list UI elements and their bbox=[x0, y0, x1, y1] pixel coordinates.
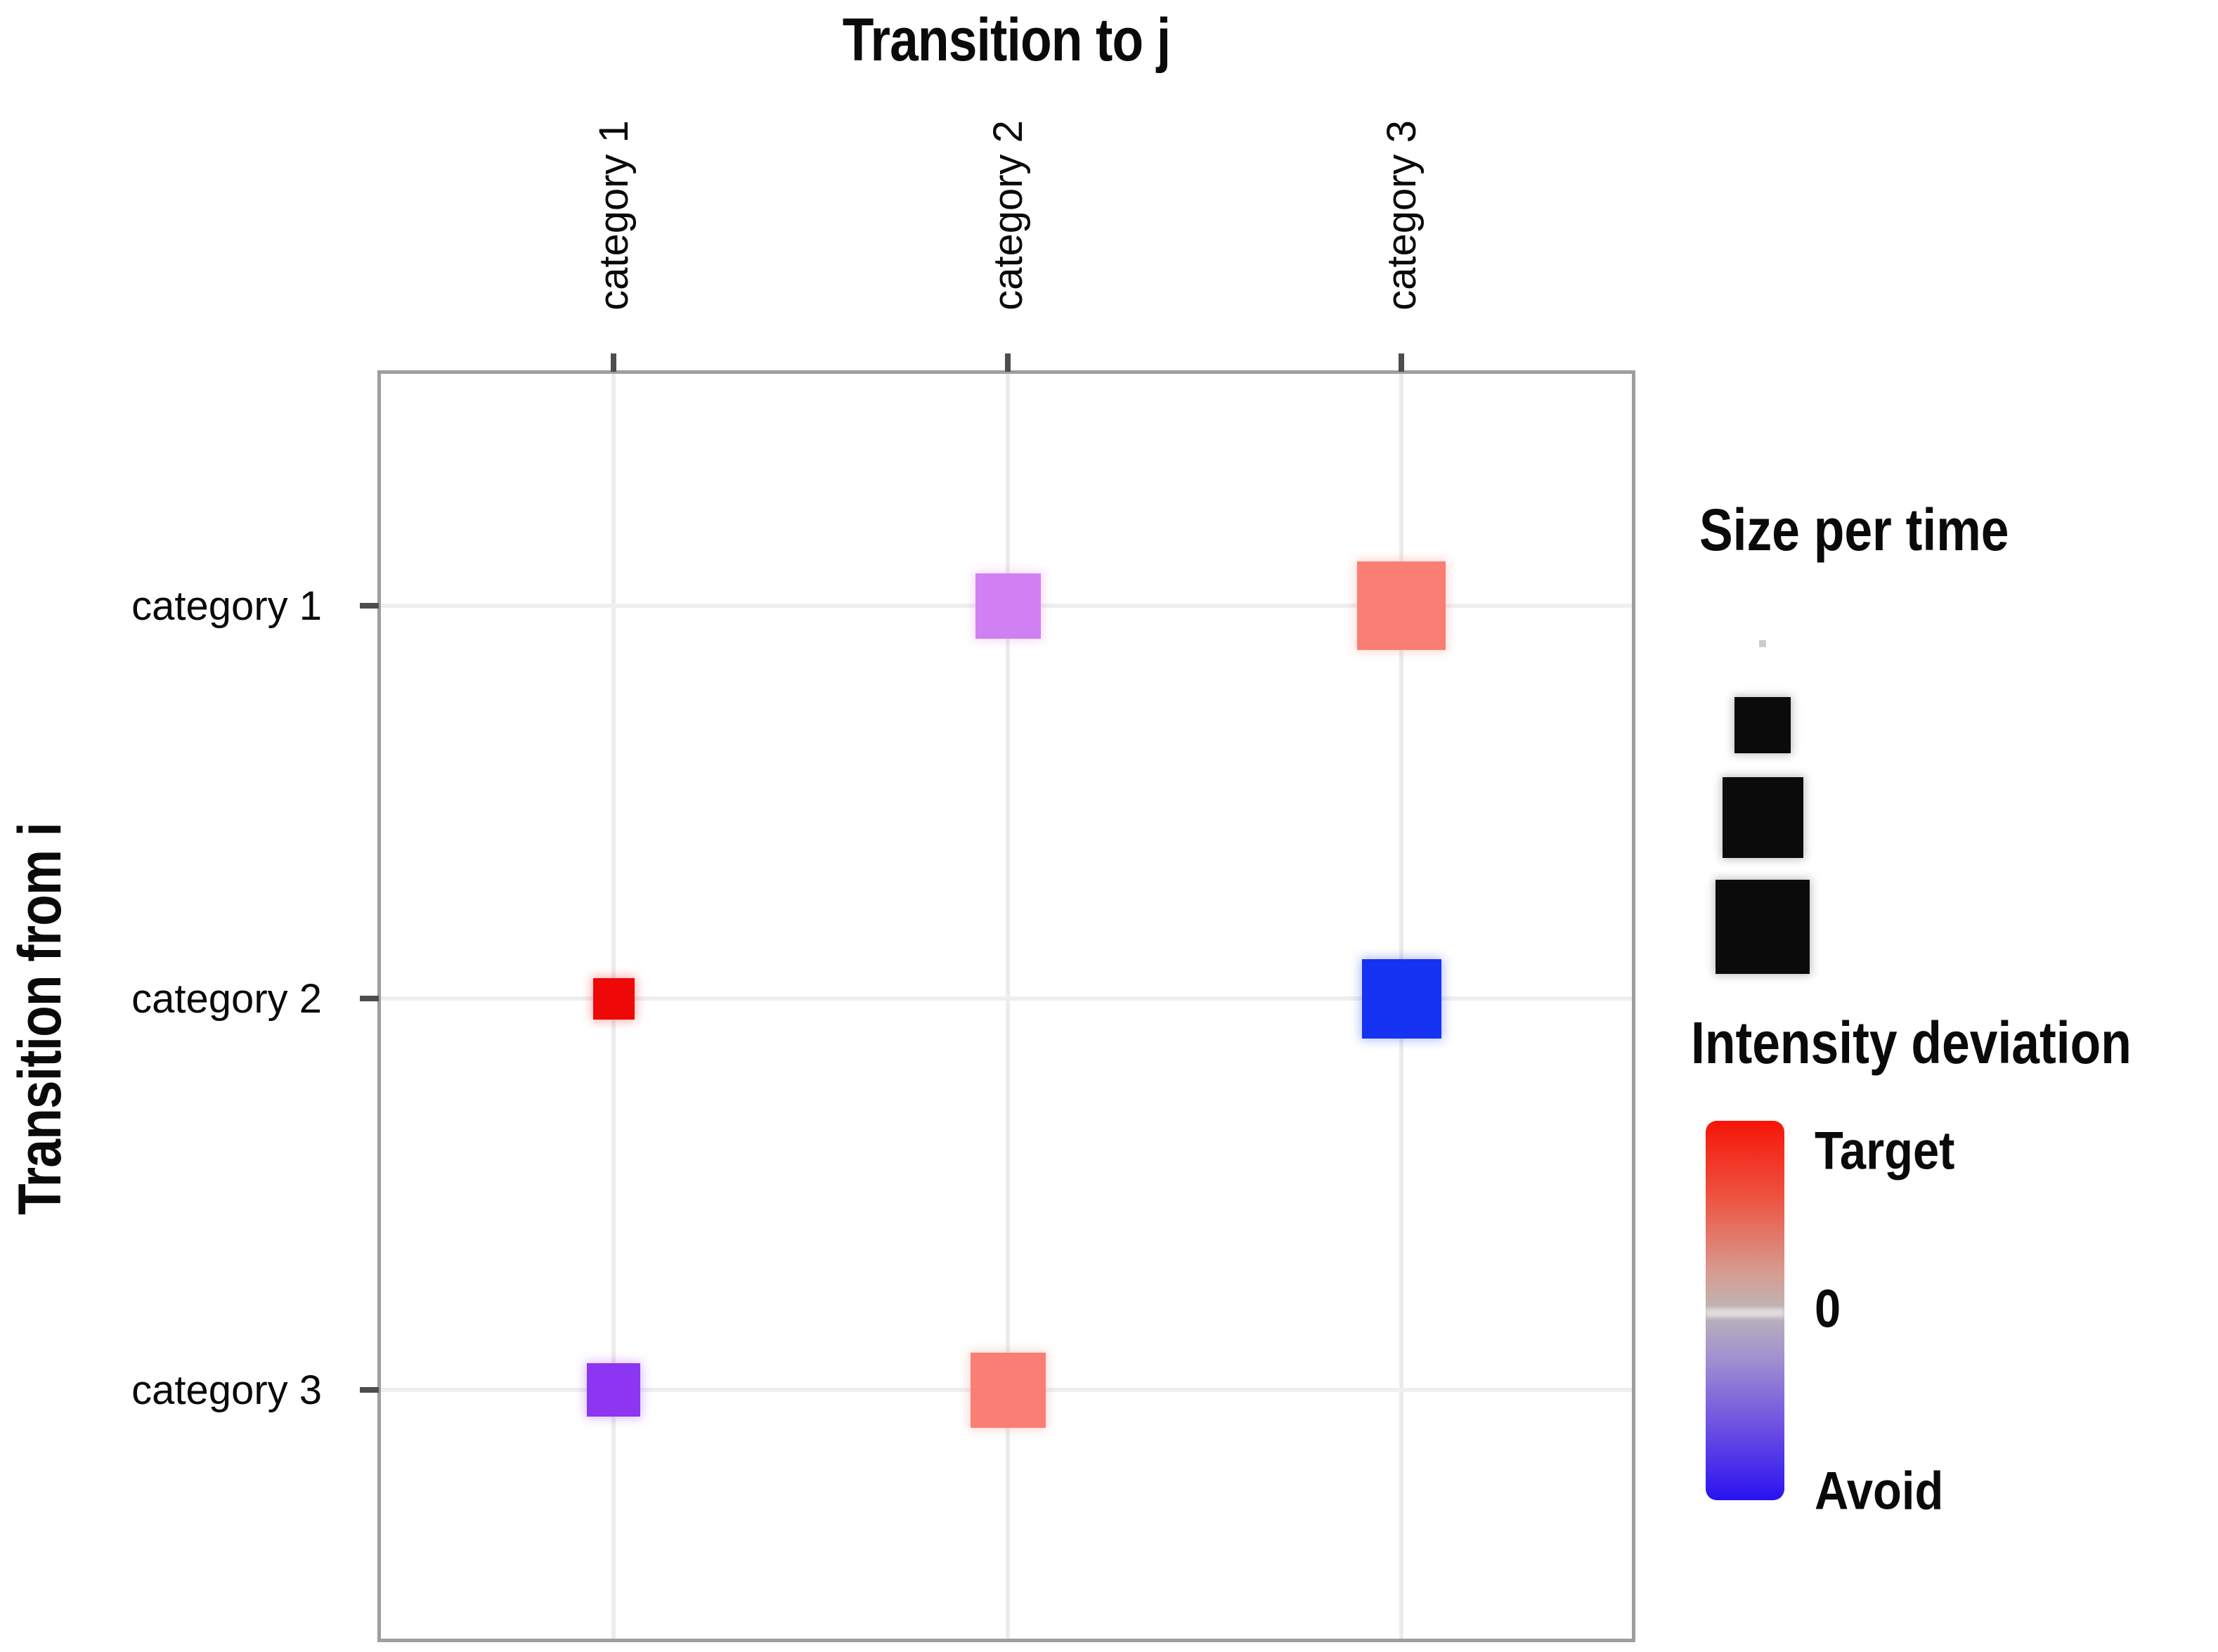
transition-square bbox=[1361, 958, 1441, 1039]
intensity-label-zero: 0 bbox=[1815, 1279, 1841, 1339]
size-legend-square bbox=[1759, 640, 1766, 647]
x-category-label-text: category 2 bbox=[985, 119, 1031, 311]
x-category-label: category 1 bbox=[459, 99, 768, 331]
plot-area bbox=[377, 370, 1635, 1642]
x-tick bbox=[1399, 353, 1404, 372]
size-legend-title: Size per time bbox=[1699, 497, 2009, 563]
y-category-label: category 3 bbox=[131, 1367, 322, 1413]
x-category-label: category 2 bbox=[853, 99, 1162, 331]
gridline-horizontal bbox=[381, 996, 1632, 1001]
y-category-label: category 1 bbox=[131, 583, 322, 629]
transition-square bbox=[975, 573, 1041, 639]
x-axis-title: Transition to j bbox=[842, 6, 1171, 74]
size-legend-square bbox=[1734, 697, 1791, 753]
size-legend-square bbox=[1722, 776, 1803, 858]
x-tick bbox=[611, 353, 616, 372]
intensity-label-avoid: Avoid bbox=[1815, 1461, 1944, 1521]
x-tick bbox=[1005, 353, 1011, 372]
y-tick bbox=[360, 996, 379, 1001]
y-tick bbox=[360, 1387, 379, 1393]
gridline-vertical bbox=[1006, 374, 1010, 1639]
intensity-legend-title: Intensity deviation bbox=[1691, 1010, 2132, 1076]
transition-square bbox=[1357, 561, 1446, 650]
x-category-label-text: category 1 bbox=[590, 119, 637, 311]
intensity-gradient-zero-notch bbox=[1706, 1308, 1784, 1318]
x-category-label-text: category 3 bbox=[1378, 119, 1425, 311]
transition-square bbox=[587, 1363, 640, 1417]
size-legend-square bbox=[1716, 880, 1810, 974]
transition-square bbox=[970, 1352, 1046, 1428]
intensity-label-target: Target bbox=[1815, 1121, 1955, 1181]
x-category-label: category 3 bbox=[1247, 99, 1556, 331]
y-category-label: category 2 bbox=[131, 975, 322, 1022]
transition-square bbox=[592, 977, 635, 1020]
y-tick bbox=[360, 603, 379, 609]
